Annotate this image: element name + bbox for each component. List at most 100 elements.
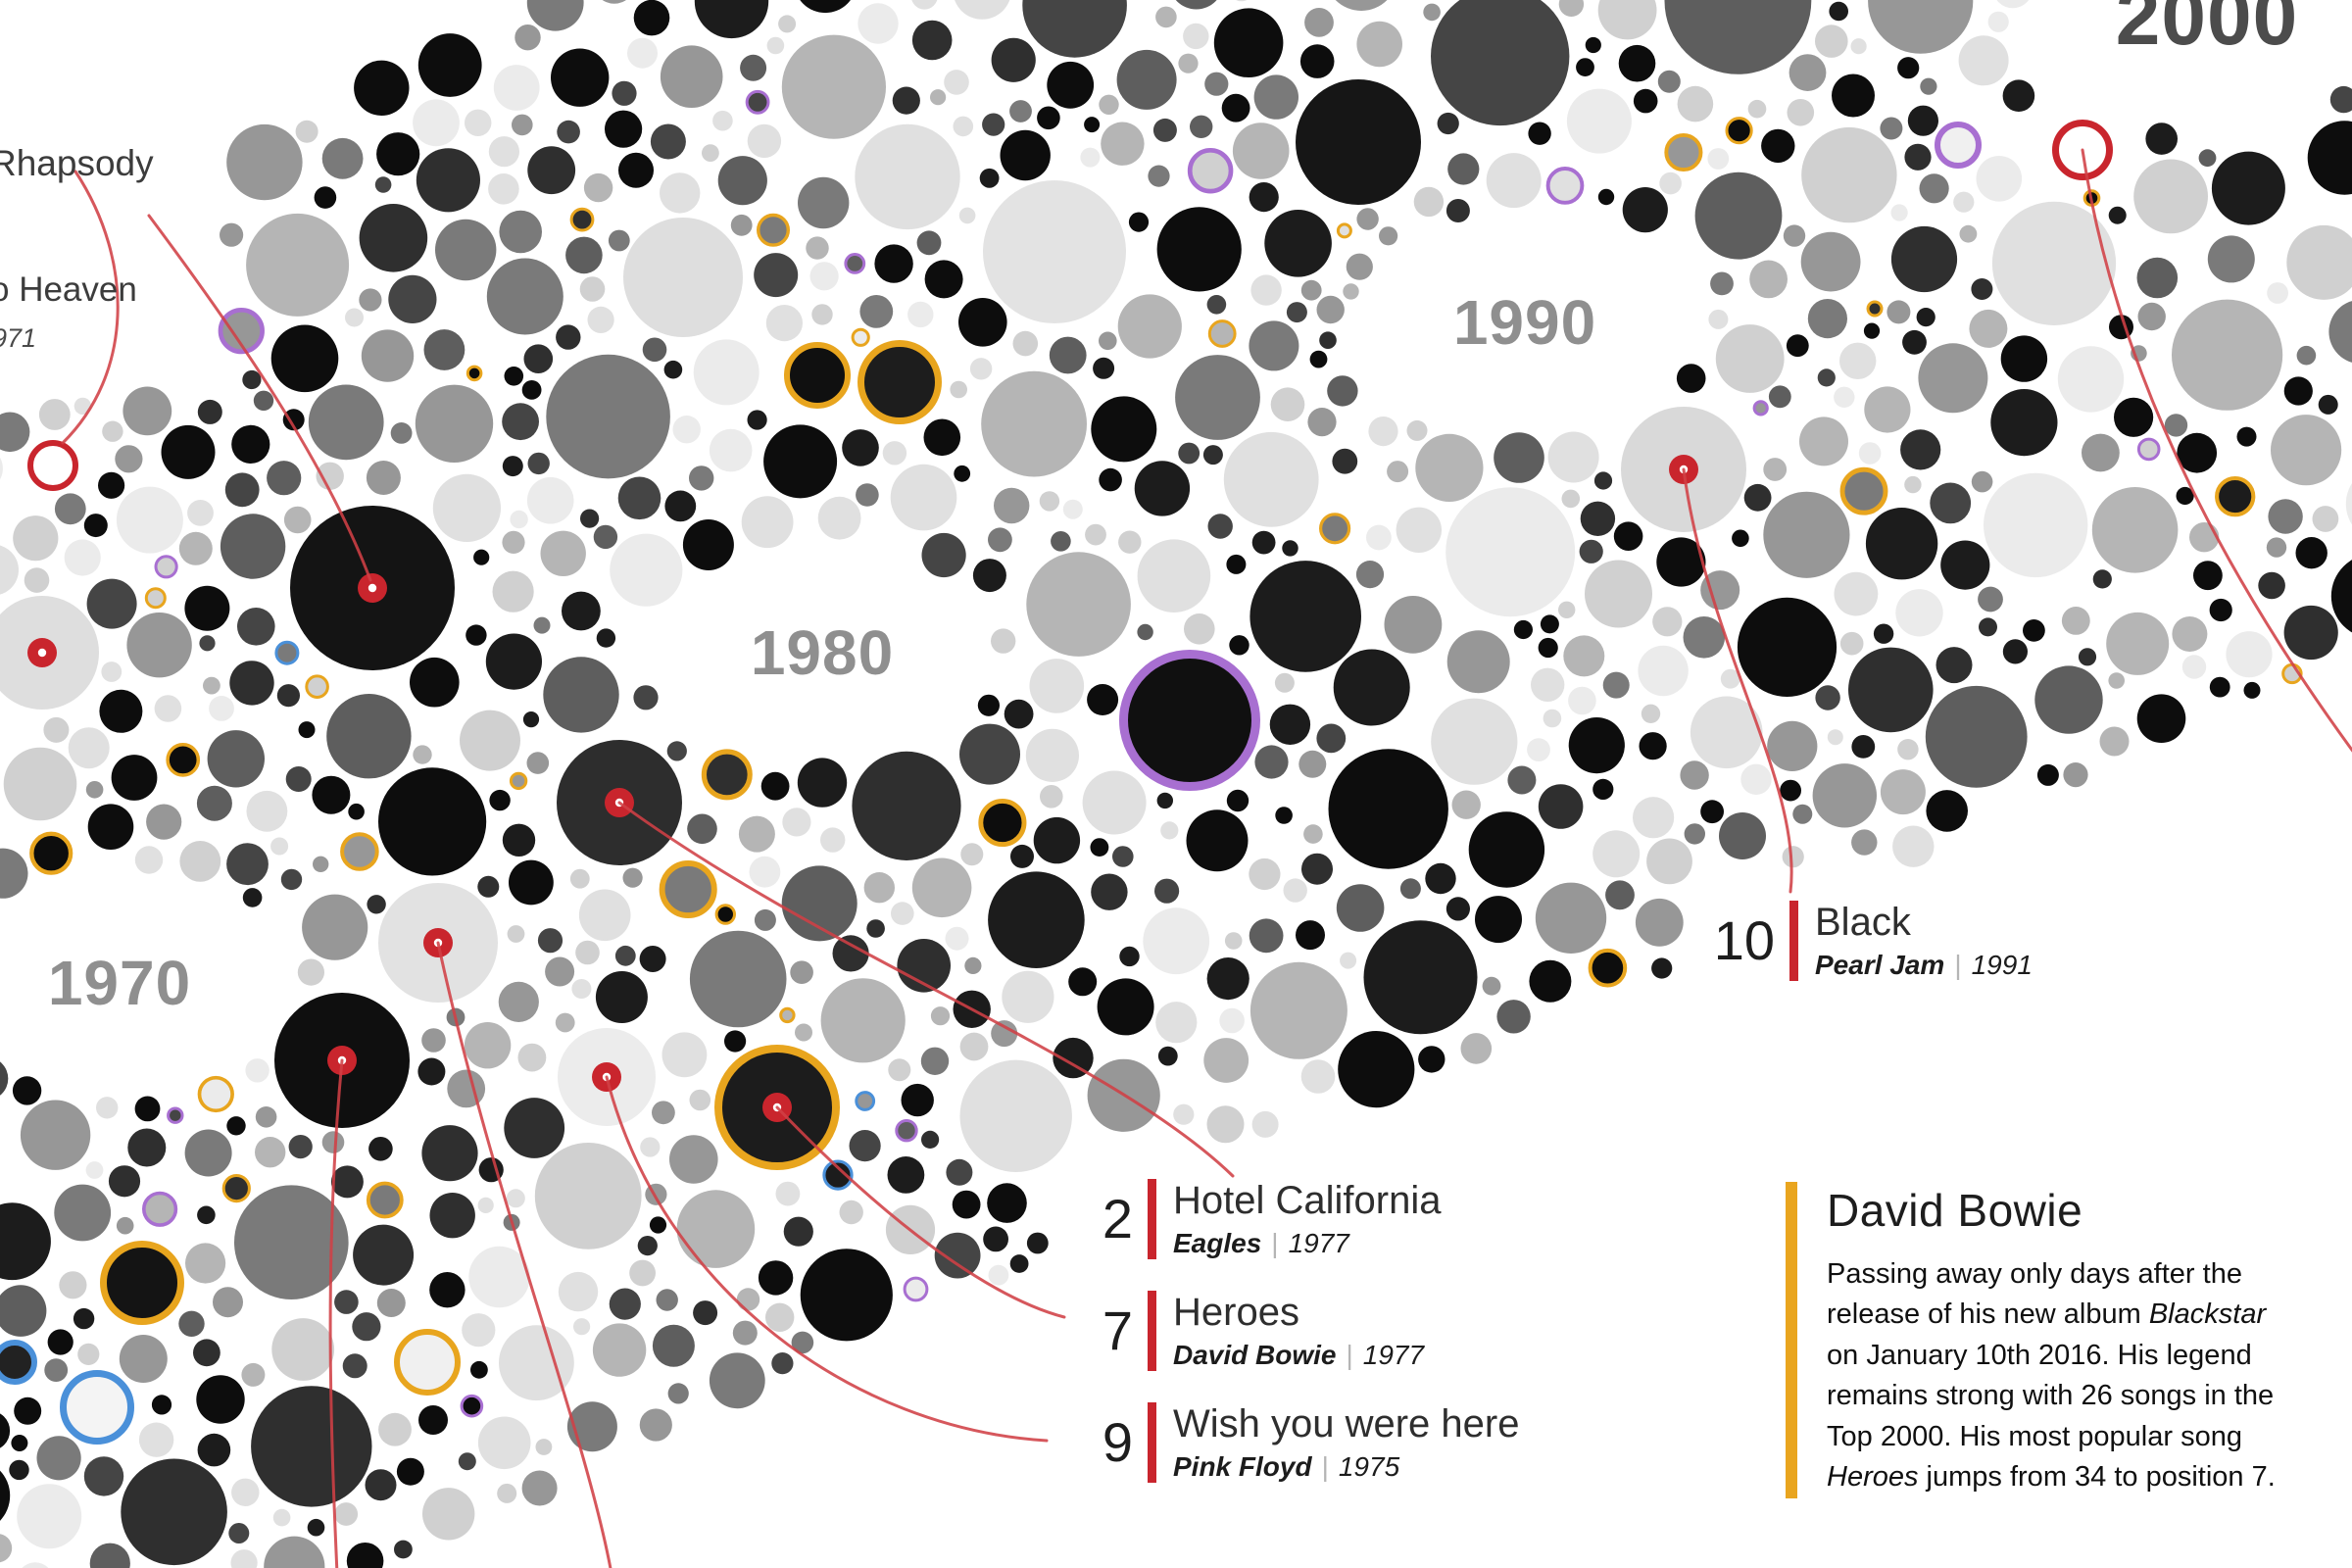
callout-year: 1975 <box>1338 1450 1400 1482</box>
connector-line <box>61 170 120 445</box>
story-segment: jumps from 34 to position 7. <box>1918 1461 2276 1494</box>
highlighted-song-bubble <box>1119 650 1260 791</box>
callout-song-title: Black <box>1815 901 1911 944</box>
connector-line <box>617 801 1235 1178</box>
highlighted-song-bubble <box>197 1075 234 1113</box>
highlighted-song-bubble <box>844 253 866 274</box>
callout-meta: Eagles | 1977 <box>1173 1228 1441 1259</box>
story-italic-segment: Heroes <box>1827 1461 1919 1494</box>
highlighted-song-bubble <box>1866 300 1884 318</box>
callout-accent-bar <box>1148 1402 1156 1483</box>
callout-accent-bar <box>1789 901 1798 981</box>
callout-year: 1977 <box>1288 1227 1349 1258</box>
callout-rank: 9 <box>1102 1410 1133 1473</box>
label-fragment-heaven: o Heaven <box>0 270 137 309</box>
callout-rank: 10 <box>1713 908 1775 971</box>
highlighted-song-bubble <box>714 904 736 925</box>
highlighted-song-bubble <box>822 1159 854 1191</box>
connector-line <box>328 1058 344 1568</box>
highlighted-song-bubble <box>466 365 483 382</box>
highlighted-song-bubble <box>166 743 201 777</box>
highlighted-song-bubble <box>60 1370 134 1445</box>
decade-label-1990: 1990 <box>1452 287 1597 358</box>
highlighted-song-bubble <box>779 1006 796 1024</box>
callout-song-title: Hotel California <box>1173 1179 1442 1222</box>
highlighted-song-bubble <box>142 1191 178 1227</box>
highlighted-song-bubble <box>1545 167 1585 205</box>
callout-year: 1991 <box>1971 949 2033 980</box>
highlighted-song-bubble <box>895 1119 918 1143</box>
decade-label-1980: 1980 <box>750 617 895 688</box>
highlighted-song-bubble <box>1588 948 1628 988</box>
story-content: David Bowie Passing away only days after… <box>1827 1182 2291 1498</box>
highlighted-song-bubble <box>340 832 379 871</box>
callout-artist: Eagles <box>1173 1227 1262 1258</box>
callout-artist: David Bowie <box>1173 1339 1337 1370</box>
callout-accent-bar <box>1148 1291 1156 1371</box>
callout-separator: | <box>1321 1450 1329 1482</box>
highlighted-song-bubble <box>366 1181 404 1219</box>
connector-line <box>147 214 372 582</box>
callout-meta: David Bowie | 1977 <box>1173 1340 1424 1371</box>
story-accent-bar <box>1786 1182 1797 1498</box>
story-segment: on January 10th 2016. His legend remains… <box>1827 1339 2275 1452</box>
callout-year: 1977 <box>1362 1339 1425 1370</box>
callout-info: Heroes David Bowie | 1977 <box>1173 1291 1424 1371</box>
connector-line <box>605 1075 1049 1443</box>
decade-label-2000: 2000 <box>2115 0 2299 62</box>
callout-info: Wish you were here Pink Floyd | 1975 <box>1173 1402 1519 1483</box>
highlighted-song-bubble <box>569 207 595 232</box>
callout-meta: Pearl Jam | 1991 <box>1815 950 2033 981</box>
highlighted-song-bubble <box>167 1106 184 1124</box>
callout-rank: 2 <box>1102 1187 1133 1250</box>
highlighted-song-bubble <box>1664 132 1703 172</box>
callout-separator: | <box>1954 949 1962 980</box>
story-italic-segment: Blackstar <box>2148 1298 2267 1331</box>
highlighted-song-bubble <box>154 555 178 579</box>
highlighted-song-bubble <box>2215 475 2256 517</box>
callout-song-title: Heroes <box>1173 1291 1299 1334</box>
highlighted-song-bubble <box>1839 466 1888 515</box>
highlighted-song-bubble <box>784 342 851 409</box>
story-text: Passing away only days after the release… <box>1827 1254 2291 1498</box>
highlighted-song-bubble <box>757 213 791 247</box>
callout-artist: Pink Floyd <box>1173 1450 1312 1482</box>
callout-hotel-california: 2 Hotel California Eagles | 1977 <box>1068 1179 1441 1259</box>
callout-heroes: 7 Heroes David Bowie | 1977 <box>1068 1291 1424 1371</box>
highlighted-song-bubble <box>1725 117 1753 145</box>
decade-label-1970: 1970 <box>47 948 192 1018</box>
callout-artist: Pearl Jam <box>1815 949 1945 980</box>
highlighted-song-bubble <box>218 307 265 355</box>
highlighted-song-bubble <box>855 1091 876 1111</box>
callout-separator: | <box>1346 1339 1353 1370</box>
highlighted-song-bubble <box>144 587 167 610</box>
callout-black: 10 Black Pearl Jam | 1991 <box>1710 901 2033 981</box>
highlighted-song-bubble <box>659 859 717 919</box>
story-title: David Bowie <box>1827 1185 2083 1236</box>
callout-info: Black Pearl Jam | 1991 <box>1815 901 2033 981</box>
highlighted-song-bubble <box>851 327 870 347</box>
highlighted-song-bubble <box>100 1241 184 1325</box>
callout-rank: 7 <box>1102 1298 1133 1361</box>
callout-accent-bar <box>1148 1179 1156 1259</box>
highlighted-song-bubble <box>27 440 78 491</box>
connector-line <box>2081 148 2352 753</box>
highlighted-song-bubble <box>745 89 770 115</box>
highlighted-song-bubble <box>460 1394 484 1418</box>
highlighted-song-bubble <box>1935 122 1982 169</box>
highlighted-song-bubble <box>1318 513 1351 545</box>
highlighted-song-bubble <box>305 674 329 700</box>
highlighted-song-bubble <box>1187 147 1234 194</box>
connector-lines <box>61 148 2352 1568</box>
highlighted-song-bubble <box>29 831 74 875</box>
highlighted-song-bubble <box>221 1174 251 1203</box>
highlighted-song-bubble <box>903 1276 929 1302</box>
callout-separator: | <box>1271 1227 1279 1258</box>
label-fragment-rhapsody: Rhapsody <box>0 143 154 183</box>
callout-song-title: Wish you were here <box>1173 1402 1520 1446</box>
connector-line <box>1682 467 1793 894</box>
connector-line <box>775 1105 1066 1319</box>
